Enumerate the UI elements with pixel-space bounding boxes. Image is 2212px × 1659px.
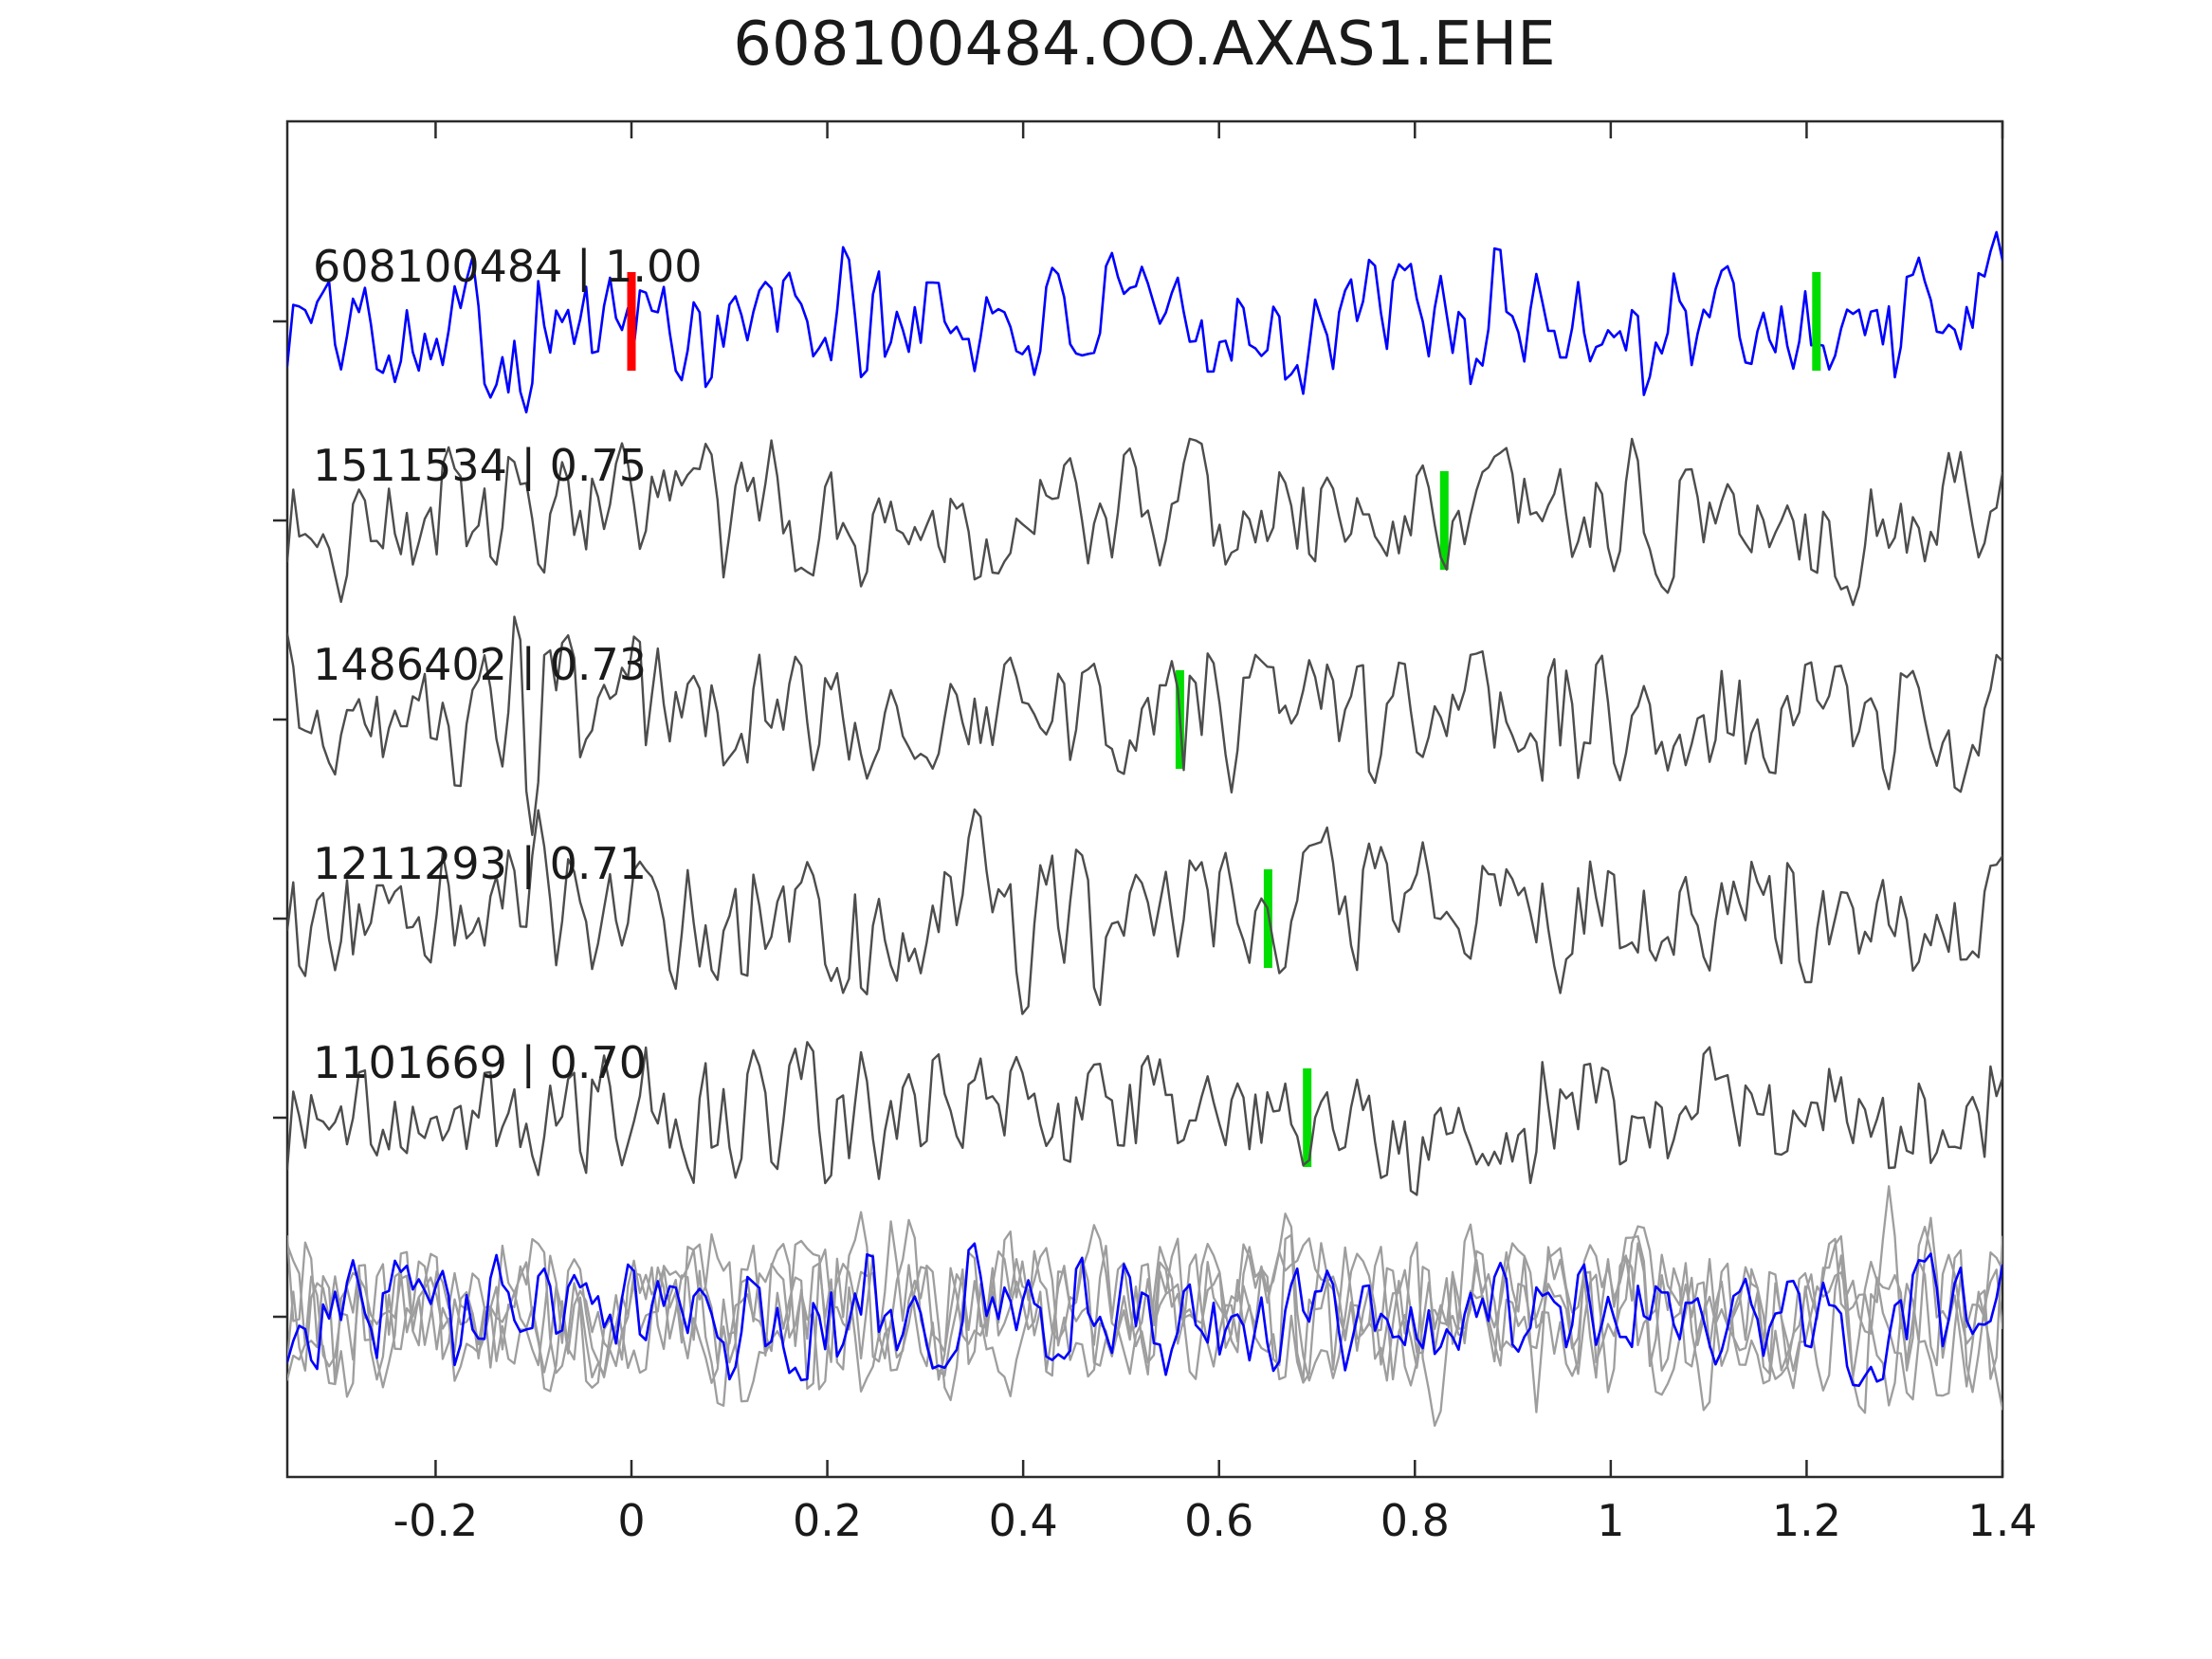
detection-pick-marker [1303, 1068, 1312, 1167]
x-tick-label: 0 [617, 1495, 645, 1546]
detection-pick-marker [1263, 869, 1272, 968]
axes-box [285, 119, 2004, 1479]
template-waveform [287, 230, 2002, 414]
x-tick-label: 0.4 [989, 1495, 1058, 1546]
trace-label: 1101669 | 0.70 [313, 1037, 647, 1089]
detection-waveform [287, 808, 2002, 1015]
plot-title: 608100484.OO.AXAS1.EHE [733, 9, 1555, 80]
overlay-gray-waveform [287, 1235, 2002, 1412]
detection-waveform [287, 1041, 2002, 1196]
overlay-template-waveform [287, 1242, 2002, 1387]
x-tick-label: 1.4 [1967, 1495, 2037, 1546]
trace-row-1211293 [287, 808, 2002, 1015]
trace-label: 1211293 | 0.71 [313, 838, 647, 890]
detection-waveform [287, 437, 2002, 607]
trace-row-1511534 [287, 437, 2002, 607]
overlay-stack [287, 1185, 2002, 1428]
detection-waveform [287, 615, 2002, 836]
trace-label: 608100484 | 1.00 [313, 241, 703, 293]
overlay-gray-waveform [287, 1223, 2002, 1407]
x-tick-label: 0.8 [1380, 1495, 1450, 1546]
x-tick-label: 1 [1597, 1495, 1624, 1546]
detection-pick-marker [1812, 272, 1821, 371]
x-tick-label: -0.2 [393, 1495, 479, 1546]
trace-row-608100484 [287, 230, 2002, 414]
trace-row-1486402 [287, 615, 2002, 836]
trace-label: 1511534 | 0.75 [313, 440, 647, 492]
detection-pick-marker [1439, 471, 1449, 570]
trace-row-1101669 [287, 1041, 2002, 1196]
x-tick-label: 1.2 [1772, 1495, 1841, 1546]
x-tick-label: 0.2 [793, 1495, 862, 1546]
template-pick-marker [627, 272, 636, 371]
trace-label: 1486402 | 0.73 [313, 639, 647, 691]
overlay-gray-waveform [287, 1212, 2002, 1401]
x-tick-label: 0.6 [1184, 1495, 1253, 1546]
